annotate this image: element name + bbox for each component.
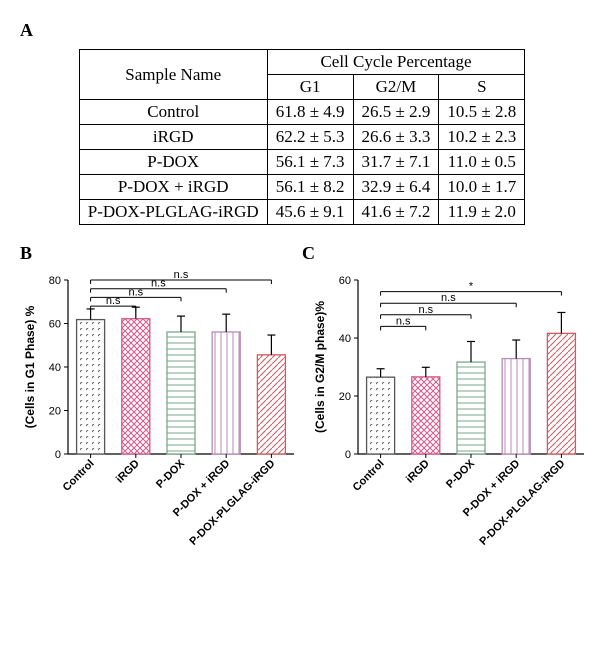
table-row: iRGD62.2 ± 5.326.6 ± 3.310.2 ± 2.3 — [79, 125, 524, 150]
table-cell: P-DOX + iRGD — [79, 175, 267, 200]
svg-text:P-DOX-PLGLAG-iRGD: P-DOX-PLGLAG-iRGD — [187, 458, 277, 548]
table-cell: Control — [79, 100, 267, 125]
table-cell: 56.1 ± 8.2 — [267, 175, 353, 200]
table-cell: 11.0 ± 0.5 — [439, 150, 525, 175]
table-row: Control61.8 ± 4.926.5 ± 2.910.5 ± 2.8 — [79, 100, 524, 125]
svg-text:n.s: n.s — [106, 295, 121, 307]
cell-cycle-table: Sample Name Cell Cycle Percentage G1 G2/… — [79, 49, 525, 225]
table-cell: 41.6 ± 7.2 — [353, 200, 439, 225]
svg-text:*: * — [469, 281, 474, 293]
table-cell: P-DOX-PLGLAG-iRGD — [79, 200, 267, 225]
col-g1: G1 — [267, 75, 353, 100]
table-cell: 31.7 ± 7.1 — [353, 150, 439, 175]
table-cell: 10.5 ± 2.8 — [439, 100, 525, 125]
svg-text:Control: Control — [351, 458, 387, 494]
table-cell: 11.9 ± 2.0 — [439, 200, 525, 225]
table-cell: P-DOX — [79, 150, 267, 175]
panel-a-label: A — [20, 20, 584, 41]
panel-c-label: C — [302, 243, 584, 264]
svg-text:P-DOX: P-DOX — [154, 457, 188, 491]
svg-text:0: 0 — [345, 449, 351, 461]
svg-text:P-DOX: P-DOX — [444, 457, 478, 491]
table-cell: 61.8 ± 4.9 — [267, 100, 353, 125]
table-row: P-DOX56.1 ± 7.331.7 ± 7.111.0 ± 0.5 — [79, 150, 524, 175]
svg-text:20: 20 — [49, 406, 61, 418]
svg-text:n.s: n.s — [174, 272, 189, 281]
table-cell: 26.6 ± 3.3 — [353, 125, 439, 150]
panel-b-label: B — [20, 243, 302, 264]
svg-text:n.s: n.s — [441, 292, 456, 304]
svg-text:60: 60 — [49, 319, 61, 331]
header-group: Cell Cycle Percentage — [267, 50, 525, 75]
sample-header: Sample Name — [79, 50, 267, 100]
table-cell: 10.0 ± 1.7 — [439, 175, 525, 200]
table-cell: 45.6 ± 9.1 — [267, 200, 353, 225]
svg-text:n.s: n.s — [396, 315, 411, 327]
svg-text:(Cells in G1 Phase) %: (Cells in G1 Phase) % — [23, 305, 37, 428]
svg-text:60: 60 — [339, 275, 351, 287]
svg-text:20: 20 — [339, 391, 351, 403]
table-cell: 32.9 ± 6.4 — [353, 175, 439, 200]
svg-text:40: 40 — [339, 333, 351, 345]
table-cell: 10.2 ± 2.3 — [439, 125, 525, 150]
table-cell: iRGD — [79, 125, 267, 150]
svg-text:n.s: n.s — [418, 304, 433, 316]
table-cell: 62.2 ± 5.3 — [267, 125, 353, 150]
svg-text:n.s: n.s — [128, 286, 143, 298]
svg-text:P-DOX-PLGLAG-iRGD: P-DOX-PLGLAG-iRGD — [477, 458, 567, 548]
svg-text:(Cells in G2/M phase)%: (Cells in G2/M phase)% — [313, 301, 327, 433]
col-s: S — [439, 75, 525, 100]
table-row: P-DOX-PLGLAG-iRGD45.6 ± 9.141.6 ± 7.211.… — [79, 200, 524, 225]
panel-c-chart: 0 20 40 60 (Cells in G2/M phase)% Control iRGD… — [310, 272, 590, 572]
svg-text:80: 80 — [49, 275, 61, 287]
table-cell: 26.5 ± 2.9 — [353, 100, 439, 125]
svg-text:Control: Control — [61, 458, 97, 494]
col-g2m: G2/M — [353, 75, 439, 100]
panel-b-chart: 0 20 40 60 80 (Cells in G1 Phase) % Control iRG… — [20, 272, 300, 572]
svg-text:0: 0 — [55, 449, 61, 461]
svg-text:iRGD: iRGD — [404, 458, 432, 486]
table-cell: 56.1 ± 7.3 — [267, 150, 353, 175]
table-row: P-DOX + iRGD56.1 ± 8.232.9 ± 6.410.0 ± 1… — [79, 175, 524, 200]
svg-text:iRGD: iRGD — [114, 458, 142, 486]
svg-text:40: 40 — [49, 362, 61, 374]
